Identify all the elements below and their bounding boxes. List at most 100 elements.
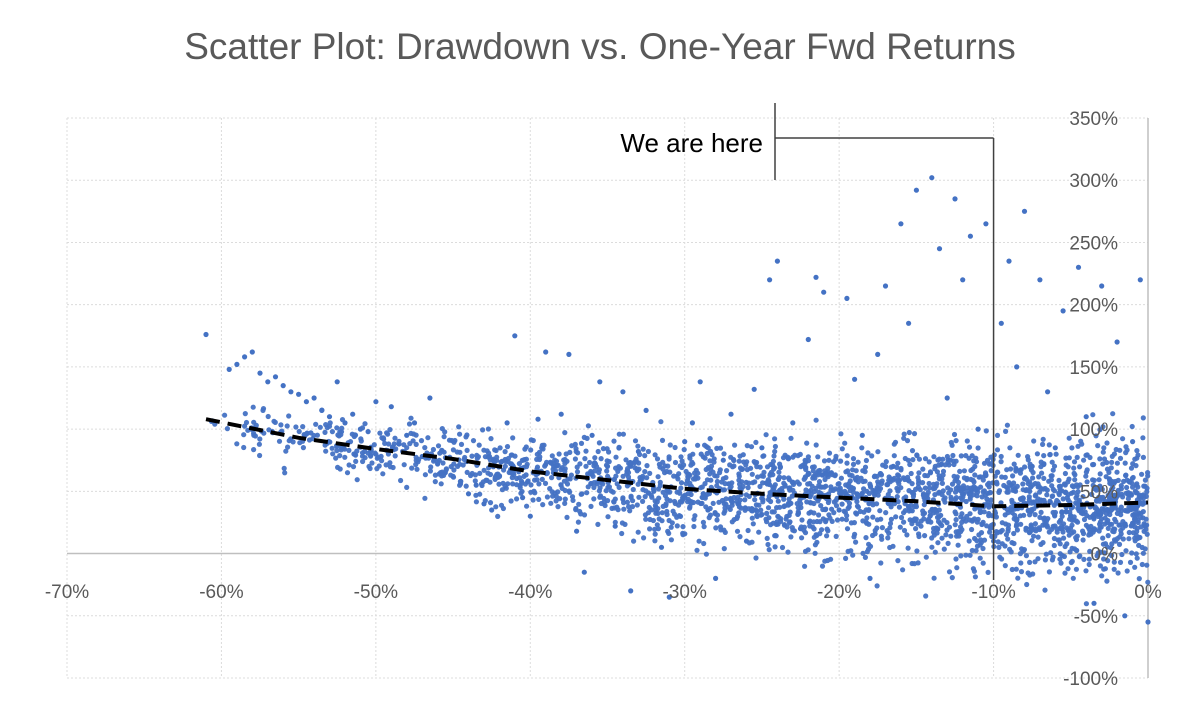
data-point — [509, 475, 515, 481]
data-point — [368, 453, 374, 459]
data-point — [925, 489, 931, 495]
data-point — [798, 524, 804, 530]
data-point — [1044, 492, 1050, 498]
data-point — [664, 496, 670, 502]
data-point — [596, 488, 603, 494]
data-point — [1002, 563, 1008, 569]
data-point — [1101, 556, 1107, 562]
data-point — [811, 510, 817, 516]
data-point — [456, 424, 462, 430]
data-point — [787, 485, 793, 491]
data-point — [788, 534, 794, 540]
data-point — [740, 452, 746, 458]
data-point — [652, 526, 658, 532]
x-tick-label: -60% — [199, 582, 243, 603]
data-point — [712, 510, 718, 517]
data-point — [1098, 524, 1104, 530]
data-point — [929, 535, 935, 541]
data-point — [874, 485, 880, 491]
data-point — [1107, 477, 1113, 484]
data-point — [1046, 569, 1052, 575]
data-point — [628, 588, 634, 594]
data-point — [1071, 484, 1077, 490]
data-point — [449, 437, 455, 444]
data-point — [396, 438, 402, 444]
data-point — [234, 441, 240, 447]
data-point — [647, 516, 653, 523]
data-point — [961, 468, 968, 474]
data-point — [931, 454, 937, 460]
data-point — [1120, 436, 1126, 442]
data-point — [850, 461, 857, 467]
data-point — [870, 514, 876, 520]
data-point — [771, 453, 777, 459]
data-point — [986, 513, 992, 519]
data-point — [578, 440, 585, 446]
data-point — [737, 485, 743, 491]
data-point — [898, 514, 905, 521]
data-point — [895, 488, 901, 494]
data-point — [1106, 469, 1112, 475]
data-point — [753, 439, 759, 445]
data-point — [1091, 526, 1097, 532]
data-point — [379, 435, 385, 441]
data-point — [1077, 464, 1083, 470]
data-point — [406, 421, 413, 427]
data-point — [1084, 467, 1090, 473]
data-point — [917, 487, 923, 493]
data-point — [967, 552, 973, 558]
data-point — [848, 520, 855, 526]
data-point — [350, 464, 357, 470]
data-point — [916, 470, 922, 476]
data-point — [350, 411, 356, 417]
data-point — [603, 462, 610, 468]
data-point — [994, 447, 1001, 453]
data-point — [620, 496, 626, 502]
data-point — [711, 459, 717, 465]
data-point — [428, 464, 434, 470]
data-point — [797, 451, 803, 457]
data-point — [1062, 570, 1068, 576]
data-point — [575, 450, 581, 456]
data-point — [450, 447, 456, 453]
data-point — [1074, 492, 1080, 499]
data-point — [1097, 456, 1103, 462]
data-point — [590, 473, 596, 479]
data-point — [910, 493, 917, 499]
data-point — [495, 513, 501, 520]
data-point — [1076, 497, 1082, 503]
data-point — [1054, 529, 1060, 535]
data-point — [581, 569, 587, 575]
data-point — [1134, 528, 1140, 535]
data-point — [549, 453, 555, 459]
data-point — [810, 524, 816, 530]
data-point — [1109, 521, 1115, 527]
data-point — [1104, 519, 1110, 526]
data-point — [838, 431, 844, 437]
data-point — [1111, 559, 1117, 565]
data-point — [581, 434, 587, 440]
data-point — [969, 547, 975, 554]
data-point — [888, 516, 895, 522]
data-point — [596, 440, 603, 446]
data-point — [860, 550, 866, 557]
data-point — [592, 468, 598, 474]
data-point — [1041, 475, 1047, 481]
data-point — [921, 502, 927, 508]
data-point — [1139, 544, 1145, 551]
data-point — [689, 420, 696, 426]
data-point — [485, 470, 491, 476]
data-point — [701, 524, 707, 530]
data-point — [955, 542, 961, 548]
data-point — [619, 520, 626, 526]
data-point — [575, 519, 582, 525]
y-tick-label: 0% — [1091, 545, 1119, 566]
data-point — [819, 563, 826, 569]
data-point — [1046, 529, 1052, 535]
data-point — [707, 458, 713, 464]
data-point — [980, 489, 986, 495]
data-point — [408, 415, 414, 421]
data-point — [1109, 453, 1115, 459]
data-point — [913, 187, 920, 193]
data-point — [714, 473, 720, 479]
